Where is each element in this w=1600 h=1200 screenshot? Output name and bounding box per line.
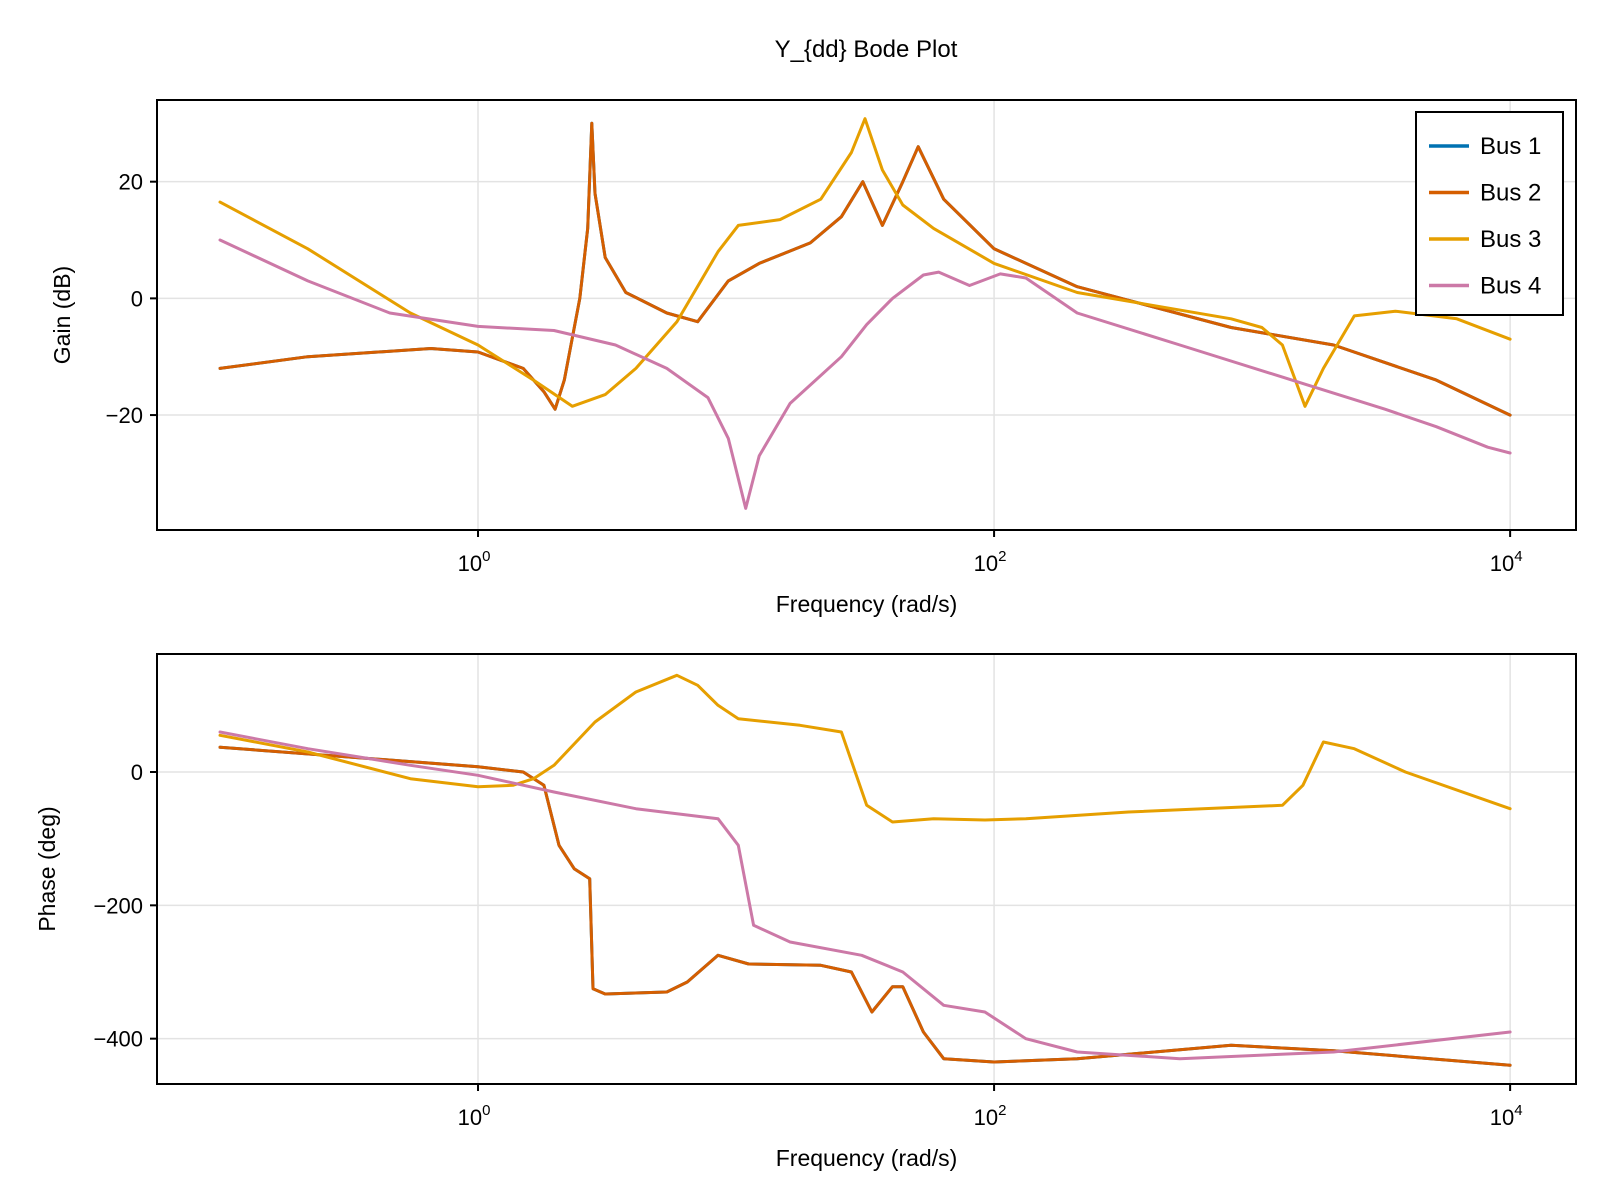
- series-group: [218, 673, 1512, 1067]
- legend-label: Bus 2: [1480, 180, 1541, 207]
- y-tick-label: −400: [93, 1027, 143, 1052]
- x-tick-label: 100: [458, 548, 491, 576]
- series-line-bus-1: [218, 745, 1512, 1067]
- x-tick-exponent: 2: [998, 548, 1006, 565]
- x-tick-exponent: 4: [1514, 1102, 1522, 1119]
- series-line-bus-1: [218, 121, 1512, 417]
- x-axis-label: Frequency (rad/s): [776, 591, 958, 617]
- legend-item: Bus 3: [1429, 226, 1541, 253]
- x-tick-base: 10: [1490, 1105, 1514, 1130]
- y-tick-label: −200: [93, 893, 143, 918]
- x-tick-base: 10: [1490, 551, 1514, 576]
- series-line-bus-4: [218, 238, 1512, 510]
- axes-frame: [156, 653, 1577, 1085]
- x-tick-label: 102: [974, 548, 1007, 576]
- legend-label: Bus 1: [1480, 133, 1541, 160]
- series-line-bus-2: [218, 745, 1512, 1067]
- legend-item: Bus 1: [1429, 133, 1541, 160]
- axes-frame: [156, 99, 1577, 531]
- legend-label: Bus 3: [1480, 226, 1541, 253]
- x-tick-label: 104: [1490, 548, 1523, 576]
- series-line-bus-3: [218, 673, 1512, 824]
- y-axis-label: Gain (dB): [49, 266, 75, 364]
- x-tick-exponent: 0: [482, 548, 490, 565]
- series-line-bus-2: [218, 121, 1512, 417]
- x-tick-base: 10: [974, 1105, 998, 1130]
- x-tick-base: 10: [458, 551, 482, 576]
- x-tick-exponent: 0: [482, 1102, 490, 1119]
- legend-item: Bus 2: [1429, 180, 1541, 207]
- chart-title: Y_{dd} Bode Plot: [775, 36, 958, 63]
- series-line-bus-4: [218, 730, 1512, 1061]
- series-line-bus-3: [218, 117, 1512, 408]
- x-axis-label: Frequency (rad/s): [776, 1145, 958, 1171]
- x-tick-label: 104: [1490, 1102, 1523, 1130]
- x-tick-base: 10: [974, 551, 998, 576]
- x-tick-label: 100: [458, 1102, 491, 1130]
- legend-label: Bus 4: [1480, 273, 1541, 300]
- y-tick-label: 0: [131, 286, 143, 311]
- y-tick-label: 0: [131, 760, 143, 785]
- x-tick-base: 10: [458, 1105, 482, 1130]
- legend-item: Bus 4: [1429, 273, 1541, 300]
- x-tick-label: 102: [974, 1102, 1007, 1130]
- y-axis-label: Phase (deg): [34, 806, 60, 931]
- legend: Bus 1 Bus 2 Bus 3 Bus 4: [1415, 111, 1564, 316]
- y-tick-label: −20: [106, 403, 143, 428]
- series-group: [218, 117, 1512, 510]
- x-tick-exponent: 2: [998, 1102, 1006, 1119]
- x-tick-exponent: 4: [1514, 548, 1522, 565]
- y-tick-label: 20: [119, 170, 143, 195]
